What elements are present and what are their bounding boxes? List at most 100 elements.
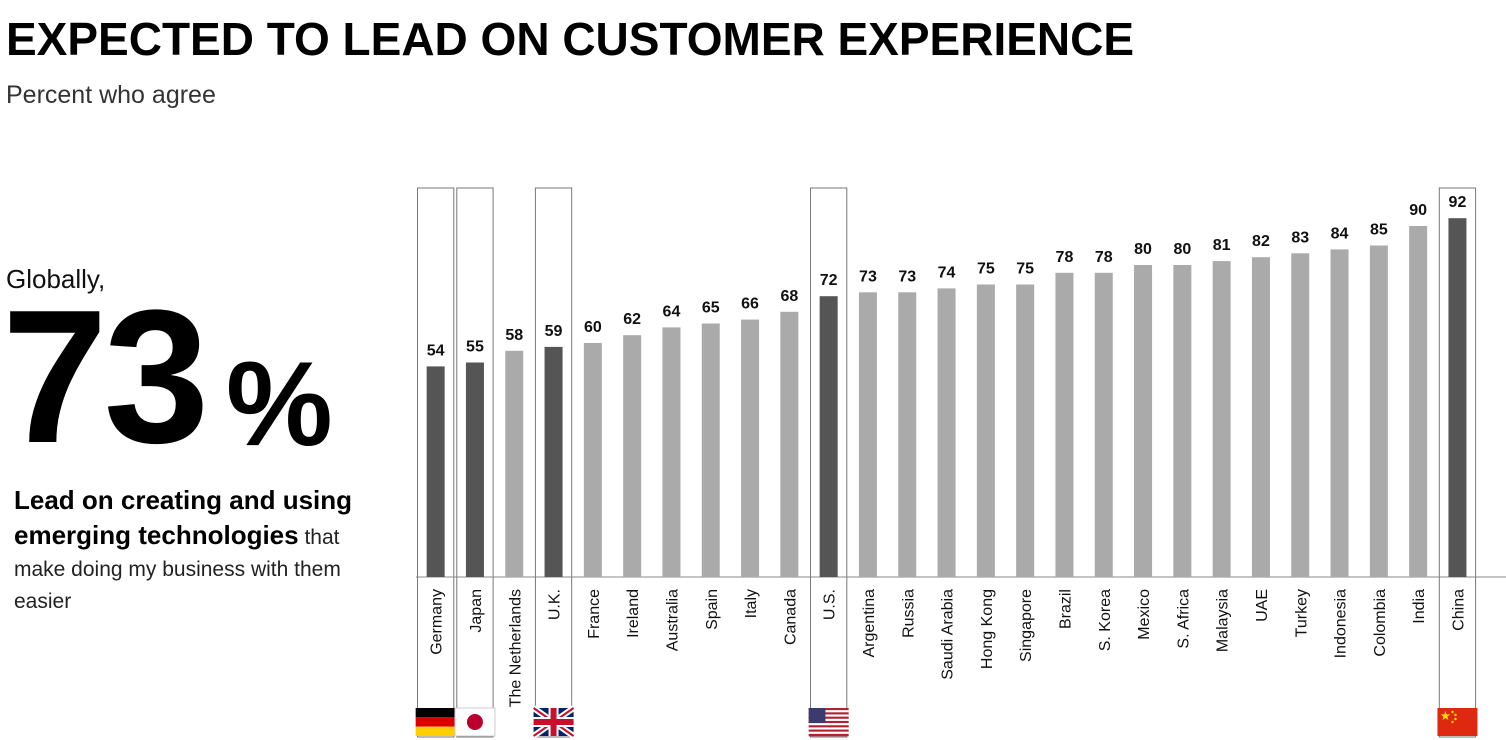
category-label-hong-kong: Hong Kong [979, 589, 996, 669]
bar-s-korea [1094, 272, 1113, 577]
china-flag-big-star [1440, 711, 1451, 720]
value-label-china: 92 [1449, 194, 1467, 211]
bar-turkey [1291, 253, 1310, 578]
summary-description: Lead on creating and using emerging tech… [14, 484, 394, 618]
category-label-colombia: Colombia [1372, 589, 1389, 657]
us-flag-stripe [808, 712, 849, 715]
value-label-uae: 82 [1252, 233, 1270, 250]
us-flag-stripe [808, 733, 849, 737]
value-label-u-k: 59 [545, 323, 563, 340]
category-label-germany: Germany [429, 589, 446, 655]
category-label-u-s: U.S. [822, 589, 839, 620]
us-flag-stripe [808, 708, 849, 711]
us-flag-stripe [808, 714, 849, 717]
category-label-argentina: Argentina [861, 589, 878, 658]
us-flag-stripe [808, 731, 849, 735]
china-flag-small-star [1454, 713, 1457, 717]
bar-indonesia [1330, 249, 1349, 577]
value-label-argentina: 73 [859, 268, 877, 285]
value-label-italy: 66 [741, 296, 759, 313]
summary-value: 73 [2, 271, 209, 483]
value-label-colombia: 85 [1370, 222, 1388, 239]
category-label-uae: UAE [1254, 589, 1271, 622]
value-label-russia: 73 [898, 268, 916, 285]
bar-saudi-arabia [937, 288, 956, 577]
value-label-france: 60 [584, 319, 602, 336]
value-label-mexico: 80 [1134, 241, 1152, 258]
value-label-hong-kong: 75 [977, 261, 995, 278]
category-label-indonesia: Indonesia [1333, 589, 1350, 658]
category-label-singapore: Singapore [1018, 589, 1035, 662]
bar-uae [1251, 257, 1270, 577]
page-subtitle: Percent who agree [6, 81, 216, 109]
us-flag-canton [808, 708, 826, 724]
germany-flag-stripe-black [415, 708, 456, 718]
bar-spain [701, 323, 720, 577]
bar-hong-kong [976, 284, 995, 577]
category-label-italy: Italy [743, 589, 760, 618]
china-flag [1437, 708, 1478, 736]
value-label-germany: 54 [427, 342, 445, 359]
value-label-indonesia: 84 [1331, 225, 1349, 242]
category-label-canada: Canada [782, 589, 799, 645]
value-label-saudi-arabia: 74 [938, 264, 956, 281]
us-flag-stripe [808, 718, 849, 722]
uk-flag-cross-red-h [533, 719, 574, 725]
bar-france [583, 343, 602, 577]
category-label-ireland: Ireland [625, 589, 642, 638]
germany-flag [415, 708, 456, 736]
bar-mexico [1134, 265, 1153, 577]
category-label-the-netherlands: The Netherlands [507, 589, 524, 707]
summary-text-after-bold: that [298, 526, 340, 549]
bar-u-s [819, 296, 838, 577]
bar-russia [898, 292, 917, 577]
china-flag-small-star [1451, 710, 1454, 714]
bar-australia [662, 327, 681, 577]
category-label-russia: Russia [900, 589, 917, 638]
category-label-brazil: Brazil [1057, 589, 1074, 629]
us-flag-stripe [808, 725, 849, 728]
summary-unit: % [226, 337, 333, 471]
value-label-malaysia: 81 [1213, 237, 1231, 254]
category-label-mexico: Mexico [1136, 589, 1153, 640]
germany-flag-stripe-red [415, 717, 456, 727]
bar-japan [465, 362, 484, 577]
bar-colombia [1369, 245, 1388, 577]
value-label-s-africa: 80 [1173, 241, 1191, 258]
bar-the-netherlands [505, 350, 524, 577]
uk-flag [531, 705, 576, 739]
bar-germany [426, 366, 445, 577]
category-label-saudi-arabia: Saudi Arabia [940, 589, 957, 680]
summary-rest-text: make doing my business with them easier [14, 558, 341, 613]
us-flag [808, 708, 849, 737]
category-label-india: India [1411, 589, 1428, 624]
value-label-canada: 68 [780, 288, 798, 305]
value-label-japan: 55 [466, 339, 484, 356]
bar-ireland [623, 335, 642, 577]
value-label-india: 90 [1409, 202, 1427, 219]
bar-italy [741, 319, 760, 577]
us-flag-stripe [808, 716, 849, 720]
category-label-turkey: Turkey [1293, 589, 1310, 637]
china-flag-small-star [1454, 717, 1457, 721]
summary-bold-text: Lead on creating and using emerging tech… [14, 485, 353, 550]
highlight-frame-u-k [534, 187, 573, 738]
bar-brazil [1055, 272, 1074, 577]
value-label-singapore: 75 [1016, 261, 1034, 278]
category-label-u-k: U.K. [547, 589, 564, 620]
bar-malaysia [1212, 261, 1231, 577]
value-label-spain: 65 [702, 300, 720, 317]
value-label-australia: 64 [663, 303, 681, 320]
bar-singapore [1016, 284, 1035, 577]
bar-argentina [858, 292, 877, 577]
page-title: EXPECTED TO LEAD ON CUSTOMER EXPERIENCE [6, 13, 1135, 65]
value-label-brazil: 78 [1056, 249, 1074, 266]
highlight-frame-germany [417, 187, 455, 738]
category-label-s-africa: S. Africa [1175, 589, 1192, 649]
bar-s-africa [1173, 265, 1192, 577]
value-label-s-korea: 78 [1095, 249, 1113, 266]
category-label-spain: Spain [704, 589, 721, 630]
highlight-frame-japan [456, 187, 494, 738]
value-label-ireland: 62 [623, 311, 641, 328]
